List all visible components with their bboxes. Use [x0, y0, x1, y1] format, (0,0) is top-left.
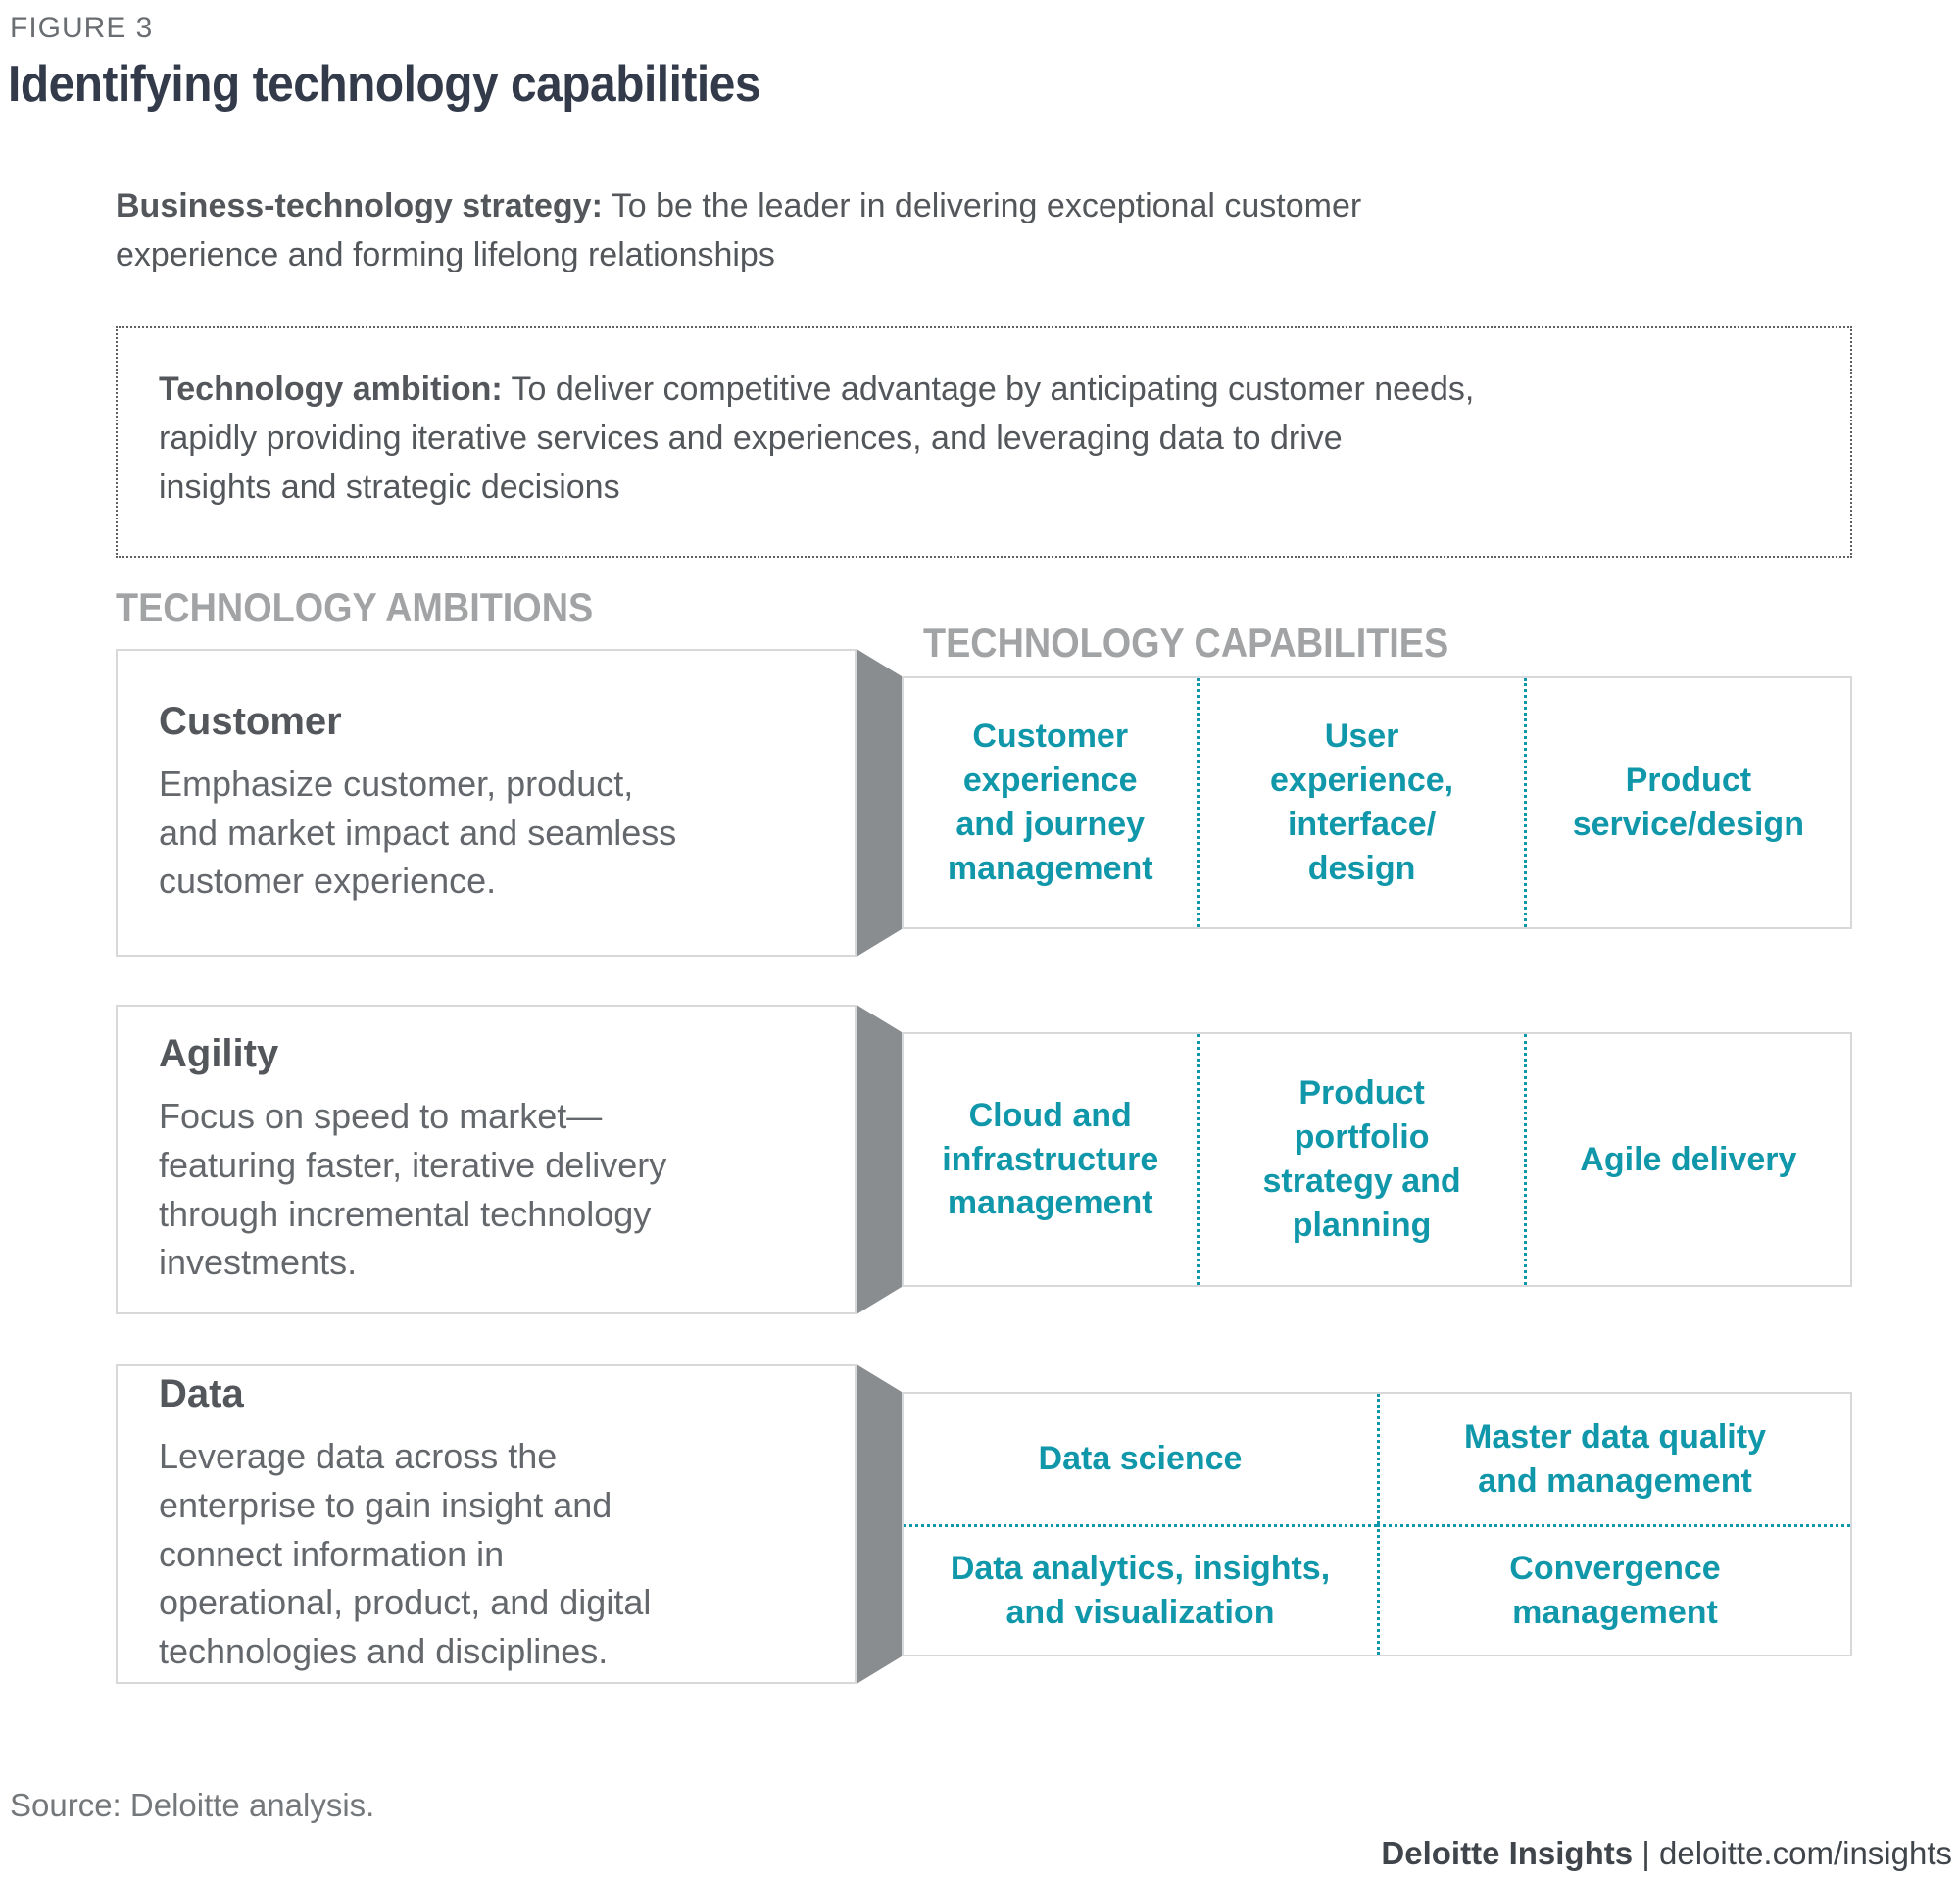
capability-cell: Data analytics, insights, and visualizat…	[904, 1524, 1377, 1655]
footer-link[interactable]: deloitte.com/insights	[1659, 1835, 1952, 1871]
technology-ambition-callout: Technology ambition: To deliver competit…	[116, 326, 1852, 558]
ambition-card-agility: Agility Focus on speed to market— featur…	[116, 1005, 857, 1314]
arrow-connector	[857, 649, 902, 957]
ambition-card-data: Data Leverage data across the enterprise…	[116, 1364, 857, 1684]
capability-cell: Master data quality and management	[1377, 1394, 1850, 1524]
capability-cell: Customer experience and journey manageme…	[947, 717, 1153, 887]
strategy-label: Business-technology strategy:	[116, 187, 603, 224]
capability-box-agility: Cloud and infrastructure management Prod…	[902, 1032, 1852, 1287]
capability-cell: Agile delivery	[1523, 1034, 1850, 1285]
capability-cell: Data science	[1038, 1440, 1243, 1478]
capability-cell: Cloud and infrastructure management	[942, 1096, 1159, 1222]
arrow-connector	[857, 1364, 902, 1684]
footer-separator: |	[1642, 1835, 1650, 1871]
arrow-connector	[857, 1005, 902, 1314]
ambition-card-heading: Customer	[159, 699, 342, 743]
column-header-technology-capabilities: TECHNOLOGY CAPABILITIES	[923, 619, 1449, 666]
capability-cell: Product service/design	[1523, 678, 1850, 927]
capability-cell: Product portfolio strategy and planning	[1197, 1034, 1523, 1285]
strategy-body: To be the leader in delivering exception…	[116, 187, 1362, 273]
ambition-card-customer: Customer Emphasize customer, product, an…	[116, 649, 857, 957]
ambition-card-description: Focus on speed to market— featuring fast…	[159, 1096, 667, 1283]
business-technology-strategy-text: Business-technology strategy: To be the …	[116, 182, 1742, 280]
capability-box-customer: Customer experience and journey manageme…	[902, 676, 1852, 929]
capability-cell: User experience, interface/ design	[1197, 678, 1523, 927]
ambition-body: To deliver competitive advantage by anti…	[159, 371, 1475, 506]
ambition-card-description: Emphasize customer, product, and market …	[159, 763, 677, 902]
ambition-card-description: Leverage data across the enterprise to g…	[159, 1436, 652, 1672]
ambition-card-heading: Agility	[159, 1032, 279, 1076]
page-title: Identifying technology capabilities	[8, 56, 761, 113]
capability-box-data: Data science Master data quality and man…	[902, 1392, 1852, 1656]
figure-label: FIGURE 3	[10, 12, 154, 44]
ambition-card-heading: Data	[159, 1372, 244, 1416]
capability-cell: Convergence management	[1377, 1524, 1850, 1655]
source-note: Source: Deloitte analysis.	[10, 1787, 375, 1823]
ambition-label: Technology ambition:	[159, 371, 503, 408]
column-header-technology-ambitions: TECHNOLOGY AMBITIONS	[116, 584, 594, 630]
footer: Deloitte Insights | deloitte.com/insight…	[1381, 1835, 1952, 1872]
footer-brand: Deloitte Insights	[1381, 1835, 1634, 1871]
